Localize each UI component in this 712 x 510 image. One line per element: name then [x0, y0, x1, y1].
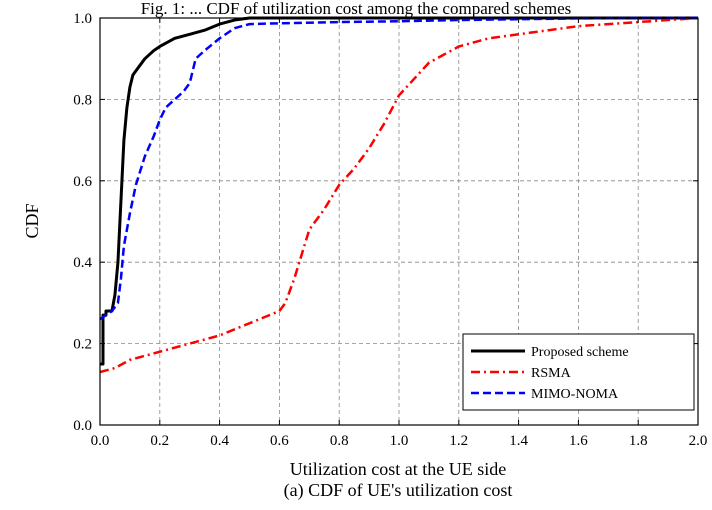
axis-ticks: 0.0 0.2 0.4 0.6 0.8 1.0 1.2 1.4 1.6 1.8 2.0 0.0 0.2 0…: [73, 11, 707, 449]
x-tick-label: 0.6: [270, 433, 289, 449]
header-fragment: Fig. 1: ... CDF of utilization cost amon…: [141, 0, 572, 18]
series-lines: [99, 16, 699, 374]
legend-label: RSMA: [531, 366, 572, 381]
legend-label: MIMO-NOMA: [531, 387, 619, 402]
y-tick-label: 0.4: [73, 255, 92, 271]
x-tick-label: 1.4: [509, 433, 528, 449]
y-tick-label: 0.0: [73, 418, 92, 434]
y-tick-label: 0.6: [73, 174, 92, 190]
x-tick-label: 0.2: [150, 433, 169, 449]
series-line-mimo-noma: [99, 16, 698, 321]
y-tick-label: 0.2: [73, 337, 92, 353]
x-tick-label: 0.4: [210, 433, 229, 449]
y-axis-label: CDF: [22, 203, 42, 238]
x-tick-label: 0.0: [91, 433, 110, 449]
series-line-proposed-scheme: [100, 16, 698, 366]
x-tick-label: 1.0: [390, 433, 409, 449]
x-tick-label: 1.6: [569, 433, 588, 449]
x-tick-label: 0.8: [330, 433, 349, 449]
legend: Proposed scheme RSMA MIMO-NOMA: [462, 333, 695, 411]
x-axis-label: Utilization cost at the UE side: [290, 459, 506, 479]
x-tick-label: 2.0: [689, 433, 708, 449]
legend-label: Proposed scheme: [531, 345, 629, 360]
legend-box: [462, 333, 695, 411]
x-tick-label: 1.2: [449, 433, 468, 449]
series-line-rsma: [99, 16, 699, 374]
figure-caption: (a) CDF of UE's utilization cost: [284, 480, 513, 501]
y-tick-label: 0.8: [73, 92, 92, 108]
y-tick-label: 1.0: [73, 11, 92, 27]
x-tick-label: 1.8: [629, 433, 648, 449]
